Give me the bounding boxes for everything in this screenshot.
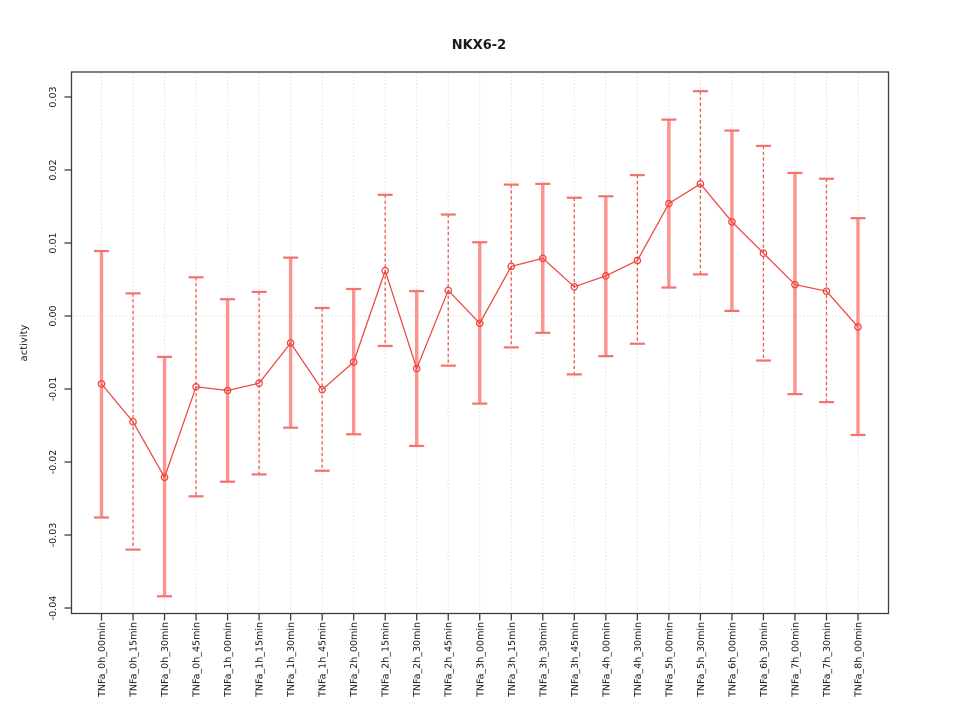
x-tick-label: TNFa_0h_45min xyxy=(192,622,203,698)
x-tick-label: TNFa_1h_30min xyxy=(286,622,297,698)
data-point xyxy=(349,358,358,366)
x-tick-label: TNFa_1h_00min xyxy=(223,622,234,698)
data-point xyxy=(255,379,263,387)
x-tick-label: TNFa_2h_45min xyxy=(444,622,455,698)
data-series xyxy=(97,180,862,482)
x-tick-label: TNFa_3h_30min xyxy=(538,622,549,698)
axes xyxy=(64,71,890,621)
chart-title: NKX6-2 xyxy=(452,38,506,53)
y-tick-label: -0.03 xyxy=(48,523,59,548)
data-point xyxy=(570,282,579,291)
y-tick-label: 0.03 xyxy=(48,86,59,107)
axis-labels: 0.03 0.02 0.01 0.00 -0.01 -0.02 -0.03 -0.04 TNFa… xyxy=(48,86,865,697)
y-tick-label: 0.02 xyxy=(48,159,59,180)
x-tick-label: TNFa_4h_30min xyxy=(633,622,644,698)
y-tick-label: 0.00 xyxy=(48,305,59,326)
series-line xyxy=(101,183,859,479)
data-point xyxy=(507,262,516,271)
y-tick-label: -0.02 xyxy=(48,450,59,475)
data-point xyxy=(822,287,831,296)
y-axis-title: activity xyxy=(19,324,30,361)
x-tick-label: TNFa_0h_30min xyxy=(160,622,171,698)
x-tick-label: TNFa_5h_30min xyxy=(696,622,707,698)
data-point xyxy=(633,256,642,265)
data-point xyxy=(475,319,484,328)
data-point xyxy=(854,323,862,331)
data-point xyxy=(412,364,421,373)
data-point xyxy=(223,386,232,395)
x-tick-label: TNFa_7h_30min xyxy=(822,622,833,698)
x-tick-label: TNFa_3h_15min xyxy=(507,622,518,698)
data-point xyxy=(444,286,453,295)
y-tick-label: 0.01 xyxy=(48,232,59,253)
data-point xyxy=(728,218,736,226)
data-point xyxy=(286,339,295,347)
data-point xyxy=(192,382,200,391)
x-tick-label: TNFa_6h_30min xyxy=(759,622,770,698)
x-tick-label: TNFa_6h_00min xyxy=(727,622,738,698)
error-bars xyxy=(94,90,866,598)
y-tick-label: -0.01 xyxy=(48,377,59,402)
x-tick-label: TNFa_1h_15min xyxy=(255,622,266,698)
x-tick-label: TNFa_1h_45min xyxy=(318,622,329,698)
y-tick-label: -0.04 xyxy=(48,596,59,621)
data-point xyxy=(759,249,768,258)
data-point xyxy=(665,199,673,208)
data-point xyxy=(381,266,390,275)
data-point xyxy=(696,180,705,188)
x-tick-label: TNFa_5h_00min xyxy=(664,622,675,698)
x-tick-label: TNFa_0h_00min xyxy=(97,622,108,698)
data-point xyxy=(602,272,610,280)
x-tick-label: TNFa_2h_30min xyxy=(412,622,423,698)
x-tick-label: TNFa_0h_15min xyxy=(129,622,140,698)
x-tick-label: TNFa_3h_45min xyxy=(570,622,581,698)
data-point xyxy=(791,280,799,289)
x-tick-label: TNFa_4h_00min xyxy=(601,622,612,698)
data-point xyxy=(129,418,137,426)
data-point xyxy=(97,380,106,388)
x-tick-label: TNFa_7h_00min xyxy=(790,622,801,698)
data-point xyxy=(318,385,326,394)
x-tick-label: TNFa_2h_00min xyxy=(349,622,360,698)
x-tick-label: TNFa_2h_15min xyxy=(381,622,392,698)
data-point xyxy=(538,254,547,263)
x-tick-label: TNFa_3h_00min xyxy=(475,622,486,698)
data-point xyxy=(160,473,169,482)
x-tick-label: TNFa_8h_00min xyxy=(854,622,865,698)
